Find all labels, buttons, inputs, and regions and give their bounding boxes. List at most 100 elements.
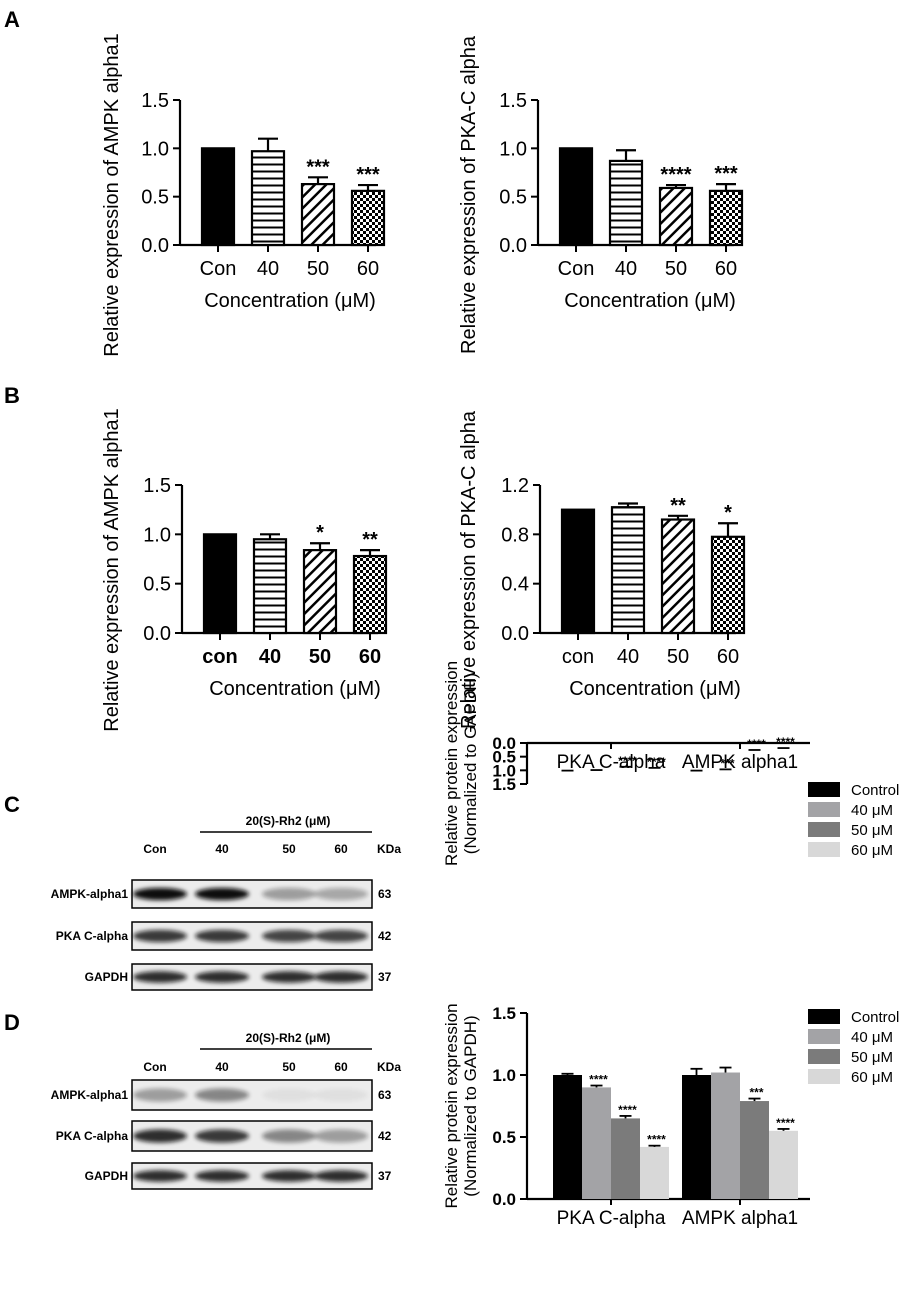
protein-band <box>262 1129 316 1143</box>
kda-unit-label: KDa <box>377 842 401 856</box>
bar <box>740 1101 769 1199</box>
significance-label: **** <box>747 737 766 751</box>
kda-value: 63 <box>378 1088 392 1102</box>
blot-row-label: GAPDH <box>85 1169 128 1183</box>
legend-label: 40 μM <box>851 1029 893 1046</box>
significance-label: *** <box>356 164 380 186</box>
protein-band <box>195 929 249 943</box>
y-axis-label: Relative expression of AMPK alpha1 <box>101 33 123 357</box>
lane-label: Con <box>143 842 166 856</box>
legend-swatch <box>808 1069 840 1084</box>
significance-label: **** <box>647 1133 666 1147</box>
chart-b-right: 0.0 0.4 0.8 1.2 con 40 ** 50 * 60 Concentration (μ… <box>458 410 746 729</box>
x-tick-label: 60 <box>359 646 381 668</box>
bar <box>560 508 596 635</box>
x-tick-label: 50 <box>665 258 687 280</box>
y-tick-label: 0.5 <box>492 748 516 767</box>
protein-band <box>133 1088 187 1102</box>
protein-band <box>262 929 316 943</box>
bar <box>640 1146 669 1199</box>
bar <box>658 186 694 247</box>
x-tick-label: con <box>562 646 594 668</box>
y-tick-label: 0.0 <box>492 734 516 753</box>
x-tick-label: 40 <box>259 646 281 668</box>
y-tick-label: 1.5 <box>492 775 516 794</box>
x-tick-label: AMPK alpha1 <box>682 752 798 773</box>
y-axis-label: Relative expression of PKA-C alpha <box>458 35 480 354</box>
bar <box>708 189 744 247</box>
protein-band <box>133 887 187 901</box>
panel-label-d: D <box>4 1010 20 1035</box>
blot-row-label: PKA C-alpha <box>56 1129 129 1143</box>
x-tick-label: 50 <box>307 258 329 280</box>
protein-band <box>262 1170 316 1182</box>
protein-band <box>262 887 316 901</box>
protein-band <box>133 1129 187 1143</box>
bar <box>350 189 386 247</box>
legend-swatch <box>808 1029 840 1044</box>
y-tick-label: 0.4 <box>501 574 529 596</box>
y-tick-label: 0.5 <box>499 187 527 209</box>
bar <box>769 1130 798 1199</box>
significance-label: **** <box>776 735 795 749</box>
bar <box>300 183 336 247</box>
x-tick-label: 50 <box>309 646 331 668</box>
blot-row-label: GAPDH <box>85 970 128 984</box>
bar <box>302 549 338 635</box>
y-tick-label: 1.5 <box>141 90 169 112</box>
y-axis-label: Relative expression of AMPK alpha1 <box>101 408 123 732</box>
y-axis-label: Relative expression of PKA-C alpha <box>458 410 480 729</box>
protein-band <box>133 1170 187 1182</box>
protein-band <box>314 1129 368 1143</box>
y-axis-label: Relative protein expression <box>442 1003 461 1208</box>
kda-unit-label: KDa <box>377 1060 401 1074</box>
y-axis-label-unit: (Normalized to GAPDH) <box>461 1015 480 1196</box>
legend-swatch <box>808 1009 840 1024</box>
x-tick-label: AMPK alpha1 <box>682 1208 798 1229</box>
x-tick-label: 50 <box>667 646 689 668</box>
x-tick-label: 60 <box>715 258 737 280</box>
bar <box>710 535 746 635</box>
protein-band <box>133 929 187 943</box>
protein-band <box>314 929 368 943</box>
bar <box>200 147 236 247</box>
chart-b-left: 0.0 0.5 1.0 1.5 con 40 * 50 ** 60 Concentration (μ… <box>101 408 388 732</box>
y-tick-label: 0.8 <box>501 524 529 546</box>
kda-value: 42 <box>378 1129 392 1143</box>
legend-label: 60 μM <box>851 1069 893 1086</box>
kda-value: 37 <box>378 1169 392 1183</box>
protein-band <box>195 1088 249 1102</box>
bar <box>660 518 696 635</box>
significance-label: **** <box>589 1073 608 1087</box>
x-tick-label: PKA C-alpha <box>557 752 666 773</box>
western-blot-c: 20(S)-Rh2 (μM) Con 40 50 60 KDa AMPK-alpha1 63 P… <box>51 814 401 991</box>
y-tick-label: 1.2 <box>501 475 529 497</box>
significance-label: *** <box>720 756 734 770</box>
legend-label: 50 μM <box>851 1049 893 1066</box>
significance-label: **** <box>660 164 691 186</box>
x-tick-label: PKA C-alpha <box>557 1208 666 1229</box>
bar <box>553 1075 582 1199</box>
protein-band <box>195 1170 249 1182</box>
significance-label: *** <box>714 163 738 185</box>
significance-label: **** <box>618 754 637 768</box>
y-tick-label: 0.0 <box>501 623 529 645</box>
significance-label: * <box>316 522 324 544</box>
legend-swatch <box>808 822 840 837</box>
western-blot-d: 20(S)-Rh2 (μM) Con 40 50 60 KDa AMPK-alpha1 63 P… <box>51 1031 401 1190</box>
x-tick-label: 40 <box>257 258 279 280</box>
protein-band <box>195 1129 249 1143</box>
y-tick-label: 0.5 <box>492 1128 516 1147</box>
treatment-label: 20(S)-Rh2 (μM) <box>246 1031 331 1045</box>
y-tick-label: 1.5 <box>143 475 171 497</box>
lane-label: 60 <box>334 1060 348 1074</box>
y-tick-label: 0.0 <box>141 235 169 257</box>
blot-row-label: AMPK-alpha1 <box>51 887 129 901</box>
significance-label: *** <box>749 1086 763 1100</box>
significance-label: **** <box>618 1103 637 1117</box>
lane-label: 40 <box>215 1060 229 1074</box>
kda-value: 42 <box>378 929 392 943</box>
x-tick-label: 40 <box>615 258 637 280</box>
x-tick-label: Con <box>200 258 237 280</box>
